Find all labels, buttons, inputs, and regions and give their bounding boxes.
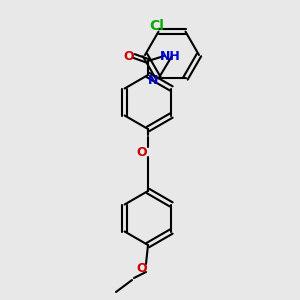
- Text: O: O: [124, 50, 134, 62]
- Text: N: N: [148, 74, 159, 87]
- Text: NH: NH: [160, 50, 180, 62]
- Text: Cl: Cl: [149, 19, 164, 33]
- Text: O: O: [137, 146, 147, 158]
- Text: O: O: [137, 262, 147, 275]
